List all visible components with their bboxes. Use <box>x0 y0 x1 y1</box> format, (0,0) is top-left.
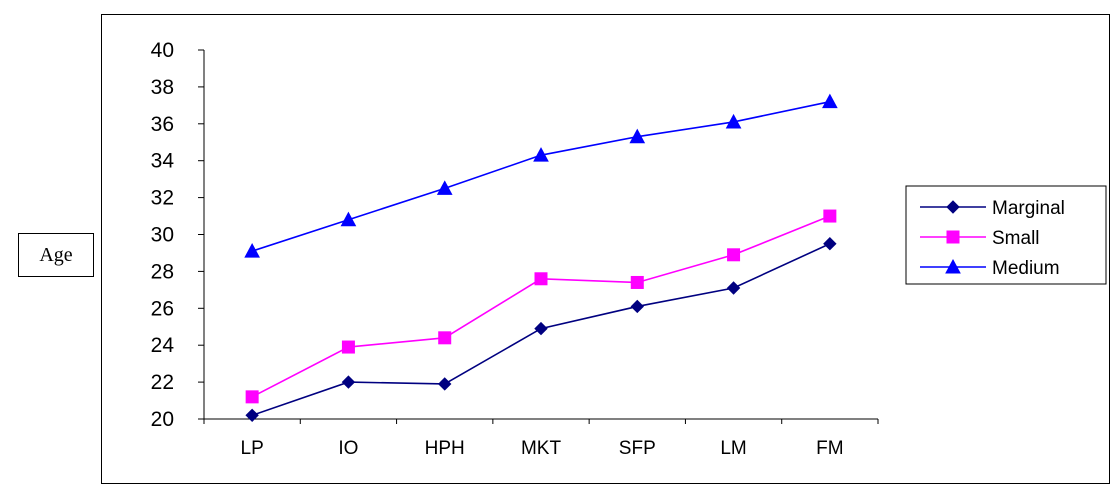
data-point-small <box>534 272 548 286</box>
y-tick-label: 40 <box>151 39 174 62</box>
data-point-small <box>727 248 741 262</box>
series-line-medium <box>251 100 831 252</box>
series-marginal <box>245 237 837 423</box>
y-tick-label: 24 <box>151 334 175 357</box>
data-point-marginal <box>245 408 259 423</box>
data-point-small <box>245 390 259 404</box>
y-tick-label: 26 <box>151 297 174 320</box>
data-point-small <box>630 275 644 289</box>
y-tick-label: 36 <box>151 113 174 136</box>
data-point-small <box>341 340 355 354</box>
y-tick-label: 34 <box>151 150 175 173</box>
x-tick-label: IO <box>338 438 358 459</box>
y-axis-label: Age <box>18 233 94 277</box>
data-point-marginal <box>534 321 548 336</box>
series-line-small <box>251 215 831 398</box>
legend-marker-medium <box>945 258 961 274</box>
data-point-marginal <box>630 299 644 314</box>
y-tick-label: 28 <box>151 260 174 283</box>
legend-marker-marginal <box>946 200 960 214</box>
data-point-medium <box>244 243 260 258</box>
data-point-medium <box>436 180 453 195</box>
y-tick-label: 38 <box>151 76 174 99</box>
x-tick-label: FM <box>816 438 843 459</box>
x-tick-label: HPH <box>425 438 465 459</box>
y-tick-label: 32 <box>151 187 174 210</box>
chart-axes: 20 22 24 26 28 30 32 34 36 38 40 LP IO HPH MKT SFP LM FM <box>151 39 879 459</box>
data-point-marginal <box>726 281 741 295</box>
data-point-small <box>823 209 837 223</box>
data-point-marginal <box>438 377 452 391</box>
series-medium <box>244 93 838 258</box>
legend-label-marginal: Marginal <box>992 198 1065 219</box>
data-point-medium <box>629 128 646 144</box>
x-tick-label: SFP <box>619 438 656 459</box>
y-tick-label: 20 <box>151 408 174 431</box>
data-point-small <box>438 331 452 345</box>
data-point-marginal <box>341 375 356 389</box>
data-point-medium <box>533 147 549 162</box>
legend-marker-small <box>946 230 960 244</box>
series-small <box>245 209 837 404</box>
data-point-medium <box>725 113 742 129</box>
legend: Marginal Small Medium <box>905 185 1107 285</box>
x-tick-label: LP <box>241 438 264 459</box>
x-tick-label: LM <box>720 438 746 459</box>
x-tick-label: MKT <box>521 438 562 459</box>
data-point-marginal <box>823 237 837 251</box>
legend-label-small: Small <box>992 228 1040 249</box>
series-layer <box>244 93 838 423</box>
data-point-medium <box>340 211 357 227</box>
legend-label-medium: Medium <box>992 258 1060 279</box>
data-point-medium <box>822 93 838 109</box>
y-tick-label: 22 <box>151 371 174 394</box>
y-tick-label: 30 <box>151 224 174 247</box>
